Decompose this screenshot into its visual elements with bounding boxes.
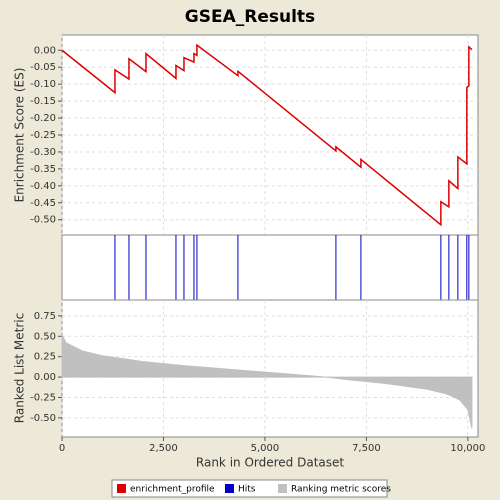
y-tick-label: 0.25	[34, 352, 56, 363]
panel	[61, 234, 479, 301]
legend-label: Hits	[238, 485, 256, 495]
legend-label: enrichment_profile	[130, 485, 215, 495]
y-tick-label: 0.75	[34, 311, 56, 322]
es-line	[61, 43, 473, 227]
y-tick-label: -0.50	[30, 413, 56, 424]
panel	[61, 34, 479, 236]
y-axis-title: Ranked List Metric	[13, 313, 27, 423]
y-tick-label: -0.20	[30, 113, 56, 124]
legend	[111, 479, 388, 498]
y-axis-title: Enrichment Score (ES)	[13, 68, 27, 203]
y-tick-label: 0.00	[34, 372, 56, 383]
metric-area	[61, 334, 473, 429]
legend-swatch	[117, 484, 126, 493]
y-tick-label: -0.30	[30, 147, 56, 158]
y-tick-label: -0.45	[30, 198, 56, 209]
y-tick-label: -0.40	[30, 181, 56, 192]
y-tick-label: -0.10	[30, 79, 56, 90]
y-tick-label: -0.15	[30, 96, 56, 107]
y-tick-label: -0.50	[30, 215, 56, 226]
chart-title: GSEA_Results	[185, 7, 315, 27]
x-tick-label: 2,500	[149, 443, 178, 454]
y-tick-label: -0.25	[30, 130, 56, 141]
y-tick-label: -0.25	[30, 392, 56, 403]
x-tick-label: 7,500	[352, 443, 381, 454]
legend-swatch	[278, 484, 287, 493]
x-axis-title: Rank in Ordered Dataset	[196, 456, 344, 470]
y-tick-label: 0.50	[34, 331, 56, 342]
y-tick-label: -0.35	[30, 164, 56, 175]
legend-label: Ranking metric scores	[291, 485, 391, 495]
x-tick-label: 10,000	[450, 443, 485, 454]
y-tick-label: -0.05	[30, 62, 56, 73]
x-tick-label: 0	[59, 443, 65, 454]
y-tick-label: 0.00	[34, 45, 56, 56]
x-tick-label: 5,000	[251, 443, 280, 454]
legend-swatch	[225, 484, 234, 493]
